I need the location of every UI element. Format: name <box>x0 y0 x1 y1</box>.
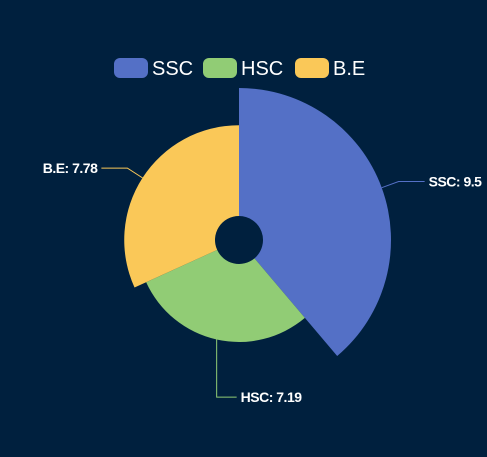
legend-label-be[interactable]: B.E <box>333 58 365 80</box>
legend: SSC HSC B.E <box>114 58 365 80</box>
legend-label-ssc[interactable]: SSC <box>152 58 193 80</box>
data-label-be: B.E: 7.78 <box>43 160 98 176</box>
data-labels: SSC: 9.5 HSC: 7.19 B.E: 7.78 <box>41 159 484 407</box>
pie-slices <box>124 88 392 357</box>
legend-swatch-hsc[interactable] <box>203 58 237 78</box>
label-leader-lines <box>101 167 425 398</box>
slice-be[interactable] <box>124 125 239 288</box>
data-label-ssc: SSC: 9.5 <box>429 174 483 190</box>
legend-swatch-ssc[interactable] <box>114 58 148 78</box>
legend-label-hsc[interactable]: HSC <box>241 58 283 80</box>
slice-hsc[interactable] <box>146 249 305 342</box>
leader-line-hsc <box>216 339 237 398</box>
legend-swatch-be[interactable] <box>295 58 329 78</box>
slice-ssc[interactable] <box>239 88 392 357</box>
data-label-hsc: HSC: 7.19 <box>241 389 303 405</box>
leader-line-ssc <box>381 181 425 189</box>
leader-line-be <box>101 167 143 179</box>
